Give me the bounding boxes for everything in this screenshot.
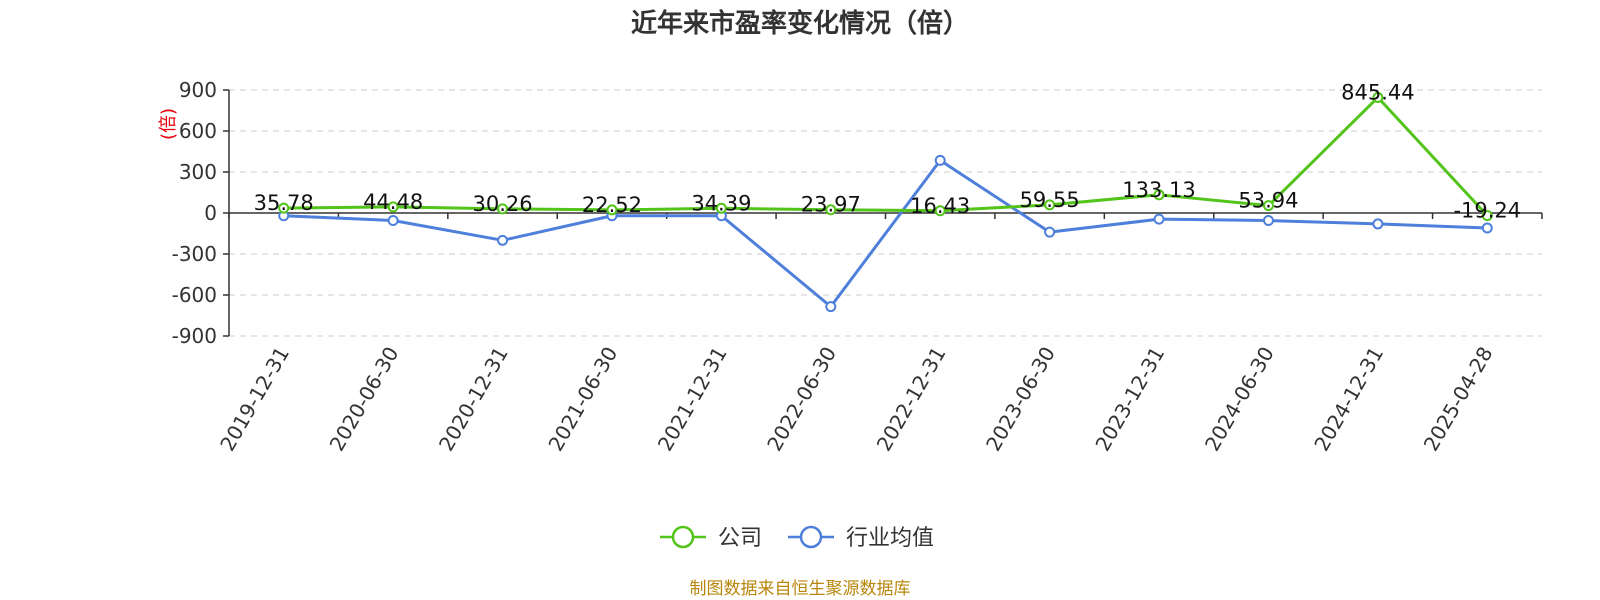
data-point[interactable] [1044, 199, 1056, 211]
series-layer [278, 91, 1493, 313]
data-label: 23.97 [801, 193, 861, 217]
grid-lines [229, 89, 1542, 337]
data-point[interactable] [934, 205, 946, 217]
x-tick-label: 2020-06-30 [325, 343, 404, 456]
data-point[interactable] [934, 154, 946, 166]
series-line [283, 95, 1489, 217]
data-point[interactable] [497, 234, 509, 246]
legend-item[interactable]: 公司 [660, 525, 762, 551]
data-point[interactable] [1372, 218, 1384, 230]
legend-marker-icon [799, 525, 823, 549]
x-tick-label: 2024-12-31 [1309, 343, 1388, 456]
y-tick-label: 600 [179, 119, 217, 143]
data-labels: 35.78 44.48 30.26 22.52 34.39 23.97 16.43 59.55… [254, 80, 1521, 222]
source-note: 制图数据来自恒生聚源数据库 [690, 579, 911, 599]
data-label: 845.44 [1341, 80, 1414, 104]
x-tick-label: 2021-12-31 [653, 343, 732, 456]
series-0 [278, 91, 1493, 222]
legend-label: 行业均值 [846, 526, 934, 551]
y-tick-label: -600 [172, 283, 217, 307]
data-point[interactable] [278, 202, 290, 214]
x-tick-label: 2022-12-31 [872, 343, 951, 456]
data-label: 34.39 [691, 191, 751, 215]
series-1 [278, 154, 1493, 313]
data-point[interactable] [1044, 226, 1056, 238]
series-line [283, 158, 1488, 309]
data-point[interactable] [1153, 213, 1165, 225]
data-label: -19.24 [1453, 199, 1521, 223]
data-label: 53.94 [1238, 189, 1298, 213]
data-label: 30.26 [472, 192, 532, 216]
data-label: 35.78 [254, 191, 314, 215]
data-point[interactable] [606, 204, 618, 216]
y-tick-label: 300 [179, 160, 217, 184]
y-tick-label: 900 [179, 78, 217, 102]
data-point[interactable] [1153, 189, 1165, 201]
x-tick-label: 2022-06-30 [762, 343, 841, 456]
data-label: 133.13 [1122, 178, 1195, 202]
data-point[interactable] [1262, 200, 1274, 212]
y-axis-unit-label: (倍) [158, 108, 179, 140]
legend: 公司 行业均值 [660, 525, 934, 551]
x-tick-label: 2023-12-31 [1090, 343, 1169, 456]
x-tick-label: 2023-06-30 [981, 343, 1060, 456]
data-point[interactable] [715, 202, 727, 214]
legend-label: 公司 [718, 526, 762, 551]
x-tick-label: 2025-04-28 [1419, 343, 1498, 456]
data-label: 44.48 [363, 190, 423, 214]
data-point[interactable] [1372, 91, 1384, 103]
data-label: 59.55 [1020, 188, 1080, 212]
data-label: 16.43 [910, 194, 970, 218]
data-point[interactable] [497, 203, 509, 215]
data-point[interactable] [825, 204, 837, 216]
y-tick-label: 0 [204, 201, 217, 225]
x-tick-label: 2021-06-30 [543, 343, 622, 456]
x-tick-label: 2024-06-30 [1200, 343, 1279, 456]
data-point[interactable] [1481, 222, 1493, 234]
y-tick-label: -900 [172, 324, 217, 348]
legend-marker-icon [671, 525, 695, 549]
legend-item[interactable]: 行业均值 [788, 525, 934, 551]
x-tick-label: 2020-12-31 [434, 343, 513, 456]
y-tick-label: -300 [172, 242, 217, 266]
data-point[interactable] [825, 301, 837, 313]
data-point[interactable] [1481, 210, 1493, 222]
data-point[interactable] [387, 201, 399, 213]
data-point[interactable] [387, 215, 399, 227]
chart-title: 近年来市盈率变化情况（倍） [631, 8, 969, 39]
x-tick-label: 2019-12-31 [215, 343, 294, 456]
data-point[interactable] [1262, 215, 1274, 227]
data-label: 22.52 [582, 193, 642, 217]
